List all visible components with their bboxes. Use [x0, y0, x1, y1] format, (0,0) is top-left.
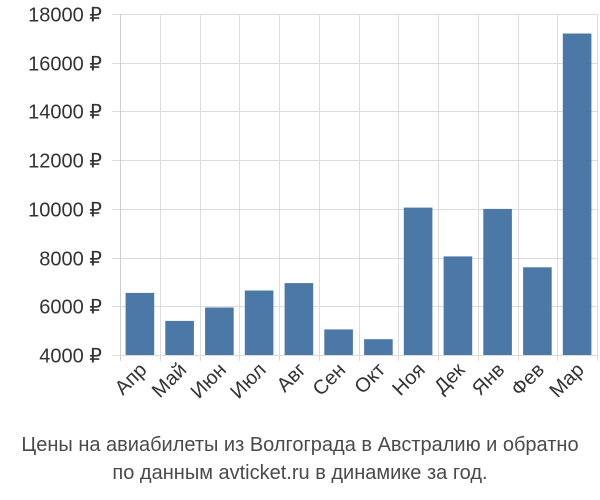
bar [523, 267, 552, 355]
x-tick-label: Окт [351, 359, 390, 398]
x-tick-label: Июн [187, 359, 231, 403]
x-tick-label: Июл [226, 359, 270, 403]
x-tick-label: Апр [111, 359, 152, 400]
y-axis-ticks: 4000 ₽ 6000 ₽ 8000 ₽ 10000 ₽ 12000 ₽ 14000 ₽ 1… [28, 5, 102, 368]
bar [205, 307, 234, 355]
x-tick-label: Сен [309, 359, 350, 400]
y-tick-label: 6000 ₽ [39, 297, 102, 319]
x-tick-label: Мар [545, 359, 588, 402]
x-tick-label: Дек [430, 359, 469, 398]
bar [324, 329, 353, 355]
grid-lines [112, 14, 598, 361]
bar [403, 207, 433, 355]
bar [244, 290, 274, 355]
y-tick-label: 12000 ₽ [28, 151, 102, 173]
bar [125, 292, 155, 355]
caption-line-1: Цены на авиабилеты из Волгограда в Австр… [21, 434, 579, 456]
y-tick-label: 4000 ₽ [39, 346, 102, 368]
y-tick-label: 8000 ₽ [39, 249, 102, 271]
x-tick-label: Фев [507, 359, 549, 401]
x-tick-label: Май [148, 359, 191, 402]
caption-line-2: по данным avticket.ru в динамике за год. [112, 462, 488, 484]
bar [483, 208, 512, 355]
y-tick-label: 18000 ₽ [28, 5, 102, 27]
y-tick-label: 16000 ₽ [28, 54, 102, 76]
bars [125, 33, 592, 355]
bar [165, 320, 194, 355]
y-tick-label: 14000 ₽ [28, 102, 102, 124]
bar [443, 256, 473, 355]
x-tick-label: Ноя [388, 359, 429, 400]
bar [562, 33, 592, 355]
x-tick-label: Янв [468, 359, 509, 400]
bar [364, 339, 393, 355]
x-tick-label: Авг [273, 359, 311, 397]
y-tick-label: 10000 ₽ [28, 200, 102, 222]
bar [284, 283, 314, 355]
